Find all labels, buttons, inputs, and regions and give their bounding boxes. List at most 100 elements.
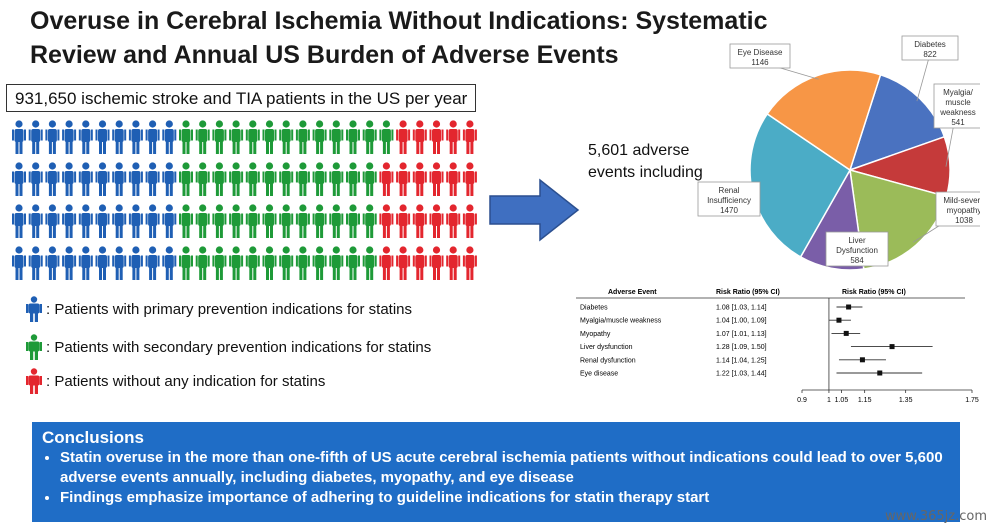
forest-tick-label: 0.9 — [797, 397, 807, 404]
person-icon-none — [26, 368, 42, 394]
person-icon — [329, 162, 344, 196]
forest-row-rr: 1.08 [1.03, 1.14] — [716, 305, 767, 312]
person-icon — [346, 204, 360, 238]
person-icon — [195, 162, 210, 196]
legend-primary-label: : Patients with primary prevention indic… — [46, 300, 412, 318]
conclusion-bullet: Findings emphasize importance of adherin… — [60, 488, 950, 508]
person-icon — [262, 162, 277, 196]
legend-primary: : Patients with primary prevention indic… — [26, 296, 412, 322]
forest-row-event: Diabetes — [580, 305, 608, 312]
person-icon — [362, 204, 377, 238]
legend-secondary: : Patients with secondary prevention ind… — [26, 334, 431, 360]
conclusion-bullet: Statin overuse in the more than one-fift… — [60, 448, 950, 488]
legend-none: : Patients without any indication for st… — [26, 368, 325, 394]
forest-tick-label: 1.75 — [965, 397, 979, 404]
person-icon — [262, 204, 277, 238]
person-icon — [45, 204, 60, 238]
person-icon — [28, 246, 43, 280]
legend-secondary-label: : Patients with secondary prevention ind… — [46, 338, 432, 356]
person-icon — [396, 120, 411, 154]
person-icon — [446, 246, 461, 280]
forest-row-rr: 1.28 [1.09, 1.50] — [716, 344, 767, 351]
person-icon — [162, 162, 177, 196]
person-icon — [78, 246, 93, 280]
person-icon — [212, 162, 227, 196]
person-icon — [346, 162, 360, 196]
pie-label: Mild-severe — [943, 196, 980, 205]
person-icon — [279, 120, 294, 154]
person-icon — [446, 204, 461, 238]
person-icon — [462, 204, 477, 238]
person-icon — [429, 204, 444, 238]
person-icon — [212, 120, 227, 154]
person-icon — [245, 204, 260, 238]
person-icon — [179, 120, 193, 154]
forest-row-event: Eye disease — [580, 371, 618, 378]
person-icon — [362, 120, 377, 154]
person-icon — [28, 162, 43, 196]
person-icon — [379, 204, 394, 238]
person-icon — [379, 120, 394, 154]
person-icon — [195, 120, 210, 154]
person-icon — [212, 246, 227, 280]
forest-point — [889, 344, 895, 350]
pie-label: Insufficiency — [707, 196, 751, 205]
pie-value: 584 — [850, 256, 864, 265]
person-icon — [329, 204, 344, 238]
pie-label: Myalgia/ — [943, 88, 974, 97]
person-icon — [179, 204, 193, 238]
person-icon — [12, 162, 26, 196]
person-icon — [229, 204, 244, 238]
pie-label: Renal — [719, 186, 740, 195]
right-arrow-icon — [489, 178, 580, 242]
person-icon — [212, 204, 227, 238]
person-icon — [279, 204, 294, 238]
person-icon — [412, 204, 427, 238]
person-icon — [245, 120, 260, 154]
person-icon — [396, 246, 411, 280]
pie-value: 1146 — [751, 58, 769, 67]
person-icon — [78, 162, 93, 196]
person-icon — [462, 162, 477, 196]
person-icon — [262, 246, 277, 280]
conclusions-list: Statin overuse in the more than one-fift… — [42, 448, 950, 508]
patients-count-box: 931,650 ischemic stroke and TIA patients… — [6, 84, 476, 112]
person-icon — [112, 162, 127, 196]
person-icon-primary — [26, 296, 42, 322]
person-icon — [346, 246, 360, 280]
person-icon — [62, 246, 77, 280]
pie-label: muscle — [945, 98, 971, 107]
person-icon — [312, 120, 327, 154]
forest-row-rr: 1.04 [1.00, 1.09] — [716, 318, 767, 325]
person-icon — [12, 246, 26, 280]
person-icon — [462, 120, 477, 154]
forest-point — [877, 370, 883, 376]
person-icon — [446, 162, 461, 196]
person-icon — [295, 246, 310, 280]
person-icon — [45, 162, 60, 196]
person-icon — [396, 204, 411, 238]
pie-label: Diabetes — [914, 40, 946, 49]
person-icon — [78, 204, 93, 238]
person-icon — [162, 120, 177, 154]
person-icon — [329, 246, 344, 280]
person-icon — [112, 246, 127, 280]
person-icon — [145, 162, 160, 196]
forest-point — [843, 330, 849, 336]
forest-header-rr2: Risk Ratio (95% CI) — [842, 289, 906, 296]
person-icon — [112, 120, 127, 154]
person-icon — [62, 204, 77, 238]
person-icon — [295, 120, 310, 154]
person-icon — [28, 204, 43, 238]
pie-label: weakness — [939, 108, 976, 117]
forest-tick-label: 1.35 — [899, 397, 913, 404]
person-icon — [128, 204, 143, 238]
person-icon — [45, 246, 60, 280]
person-icon — [12, 204, 26, 238]
person-icon — [429, 246, 444, 280]
person-icon-secondary — [26, 334, 42, 360]
person-icon — [229, 246, 244, 280]
adverse-events-text: 5,601 adverse events including — [588, 142, 703, 181]
forest-tick-label: 1.05 — [835, 397, 849, 404]
